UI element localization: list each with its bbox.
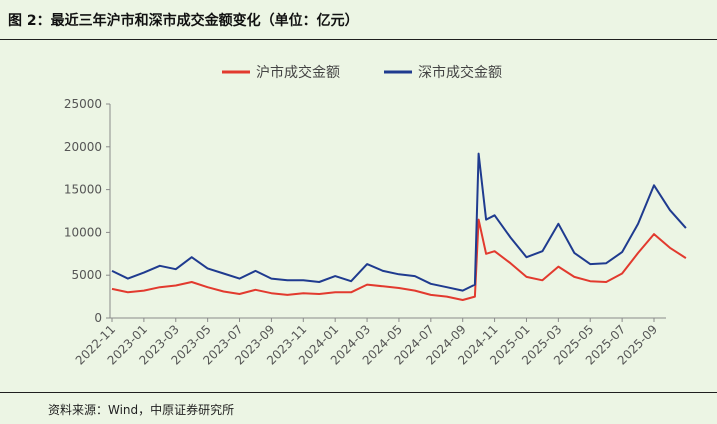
series-group: [111, 152, 687, 301]
y-tick-label: 10000: [64, 225, 102, 239]
axes: 05000100001500020000250002022-112023-012…: [64, 97, 666, 368]
figure-title: 图 2：最近三年沪市和深市成交金额变化（单位：亿元）: [8, 13, 359, 29]
y-tick-label: 25000: [64, 97, 102, 111]
y-tick-label: 0: [94, 311, 102, 325]
y-tick-label: 5000: [71, 268, 102, 282]
legend-label: 深市成交金额: [418, 64, 502, 81]
source-note: 资料来源：Wind，中原证券研究所: [48, 403, 235, 417]
legend-label: 沪市成交金额: [256, 64, 340, 81]
source-bar: 资料来源：Wind，中原证券研究所: [0, 392, 717, 424]
series-line-shanghai: [111, 218, 687, 301]
y-tick-label: 20000: [64, 140, 102, 154]
series-line-shenzhen: [111, 152, 687, 292]
legend: 沪市成交金额 深市成交金额: [222, 64, 502, 81]
line-chart: 沪市成交金额 深市成交金额 050001000015000200002500020…: [64, 64, 687, 368]
y-tick-label: 15000: [64, 183, 102, 197]
title-bar: 图 2：最近三年沪市和深市成交金额变化（单位：亿元）: [0, 0, 717, 40]
